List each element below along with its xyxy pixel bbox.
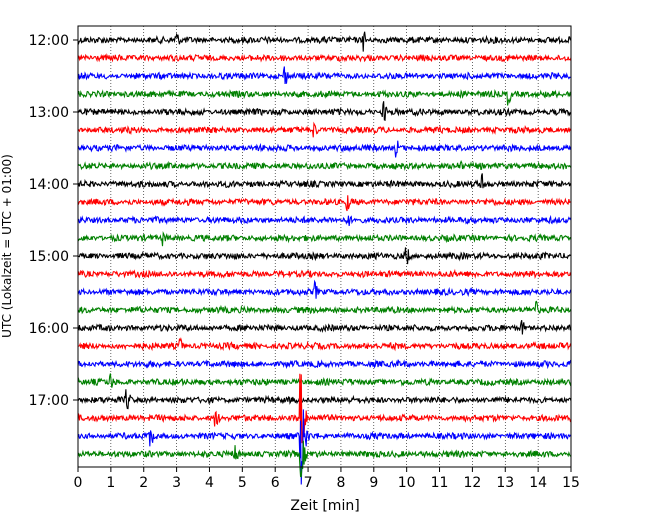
seismogram-traces — [77, 31, 572, 485]
x-axis-label: Zeit [min] — [290, 498, 359, 514]
trace-row-20 — [77, 389, 572, 410]
trace-row-5 — [77, 121, 572, 138]
y-tick-label-5: 17:00 — [29, 393, 69, 409]
trace-row-7 — [77, 160, 572, 172]
x-tick-label-8: 8 — [336, 475, 345, 491]
trace-row-14 — [77, 279, 572, 299]
trace-row-9 — [77, 195, 572, 212]
y-tick-label-2: 14:00 — [29, 177, 69, 193]
x-tick-label-10: 10 — [398, 475, 416, 491]
trace-row-13 — [77, 268, 572, 280]
y-tick-label-3: 15:00 — [29, 249, 69, 265]
trace-row-18 — [77, 358, 572, 370]
x-tick-label-0: 0 — [74, 475, 83, 491]
y-axis-label: UTC (Lokalzeit = UTC + 01:00) — [0, 154, 14, 338]
x-tick-label-14: 14 — [529, 475, 547, 491]
trace-row-17 — [77, 337, 572, 352]
trace-row-4 — [77, 101, 572, 121]
trace-row-19 — [77, 373, 572, 388]
x-tick-label-11: 11 — [431, 475, 449, 491]
x-tick-label-4: 4 — [205, 475, 214, 491]
trace-row-22 — [77, 409, 572, 485]
trace-row-21 — [77, 373, 572, 444]
x-tick-label-15: 15 — [562, 475, 580, 491]
x-tick-label-12: 12 — [463, 475, 481, 491]
trace-row-12 — [77, 247, 572, 265]
trace-row-8 — [77, 173, 572, 189]
y-tick-label-1: 13:00 — [29, 105, 69, 121]
trace-row-10 — [77, 214, 572, 227]
x-tick-label-9: 9 — [369, 475, 378, 491]
x-tick-label-13: 13 — [496, 475, 514, 491]
trace-row-0 — [77, 31, 572, 52]
x-tick-label-1: 1 — [106, 475, 115, 491]
trace-row-15 — [77, 300, 572, 315]
x-axis-ticks: 0 1 2 3 4 5 6 7 8 9 10 11 12 13 14 15 — [74, 467, 580, 491]
trace-row-11 — [77, 231, 572, 247]
x-tick-label-5: 5 — [238, 475, 247, 491]
trace-row-23 — [77, 440, 572, 478]
plot-frame — [77, 25, 572, 468]
y-tick-label-4: 16:00 — [29, 321, 69, 337]
trace-row-6 — [77, 140, 572, 158]
y-tick-label-0: 12:00 — [29, 33, 69, 49]
y-axis-ticks: 12:00 13:00 14:00 15:00 16:00 17:00 — [29, 33, 78, 409]
trace-row-2 — [77, 66, 572, 85]
x-tick-label-6: 6 — [271, 475, 280, 491]
trace-row-3 — [77, 89, 572, 106]
trace-row-16 — [77, 319, 572, 335]
x-tick-label-2: 2 — [139, 475, 148, 491]
trace-row-1 — [77, 53, 572, 63]
x-tick-label-3: 3 — [172, 475, 181, 491]
x-tick-label-7: 7 — [304, 475, 313, 491]
